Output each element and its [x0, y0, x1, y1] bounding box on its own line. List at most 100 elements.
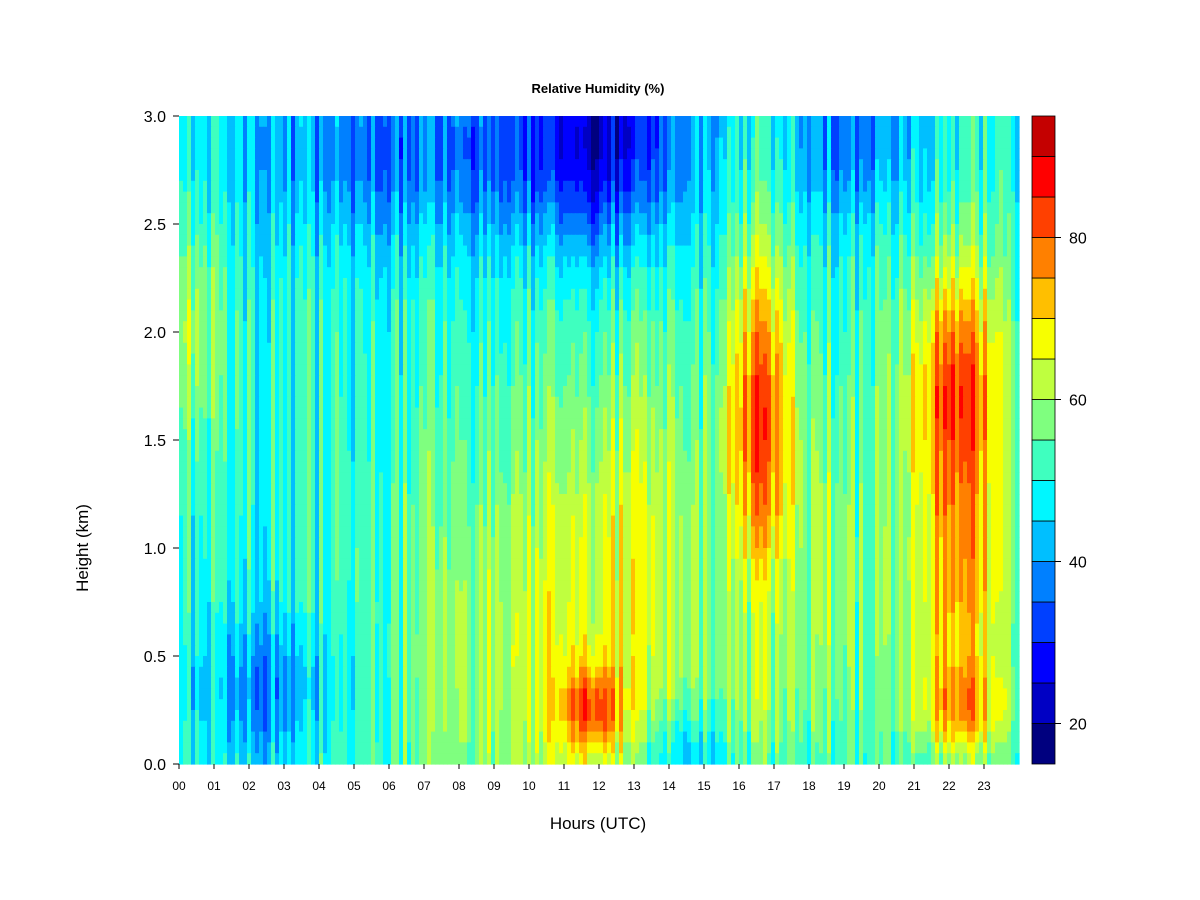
heatmap-cell: [475, 288, 480, 301]
heatmap-cell: [767, 321, 772, 333]
heatmap-cell: [319, 191, 324, 203]
heatmap-cell: [943, 288, 948, 301]
heatmap-cell: [947, 170, 952, 182]
heatmap-cell: [843, 342, 848, 355]
heatmap-cell: [839, 278, 844, 290]
heatmap-cell: [647, 116, 652, 128]
heatmap-cell: [211, 267, 216, 279]
heatmap-cell: [211, 191, 216, 203]
heatmap-cell: [999, 148, 1004, 160]
heatmap-cell: [651, 310, 656, 322]
heatmap-cell: [775, 288, 780, 301]
heatmap-cell: [371, 137, 376, 149]
heatmap-cell: [931, 299, 936, 311]
heatmap-cell: [307, 245, 312, 257]
heatmap-cell: [711, 342, 716, 355]
heatmap-cell: [471, 202, 476, 214]
heatmap-cell: [363, 278, 368, 290]
heatmap-cell: [499, 137, 504, 149]
heatmap-cell: [291, 159, 296, 171]
heatmap-cell: [627, 137, 632, 149]
heatmap-cell: [315, 116, 320, 128]
heatmap-cell: [663, 191, 668, 203]
heatmap-cell: [719, 267, 724, 279]
heatmap-cell: [695, 310, 700, 322]
heatmap-cell: [279, 180, 284, 193]
heatmap-cell: [847, 191, 852, 203]
heatmap-cell: [255, 116, 260, 128]
heatmap-cell: [539, 159, 544, 171]
heatmap-cell: [407, 310, 412, 322]
heatmap-cell: [603, 180, 608, 193]
heatmap-cell: [251, 364, 256, 376]
heatmap-cell: [431, 364, 436, 376]
heatmap-cell: [727, 137, 732, 149]
heatmap-cell: [679, 256, 684, 268]
heatmap-cell: [211, 288, 216, 301]
heatmap-cell: [587, 332, 592, 344]
heatmap-cell: [643, 364, 648, 376]
heatmap-cell: [751, 288, 756, 301]
heatmap-cell: [727, 213, 732, 225]
heatmap-cell: [323, 234, 328, 247]
heatmap-cell: [427, 180, 432, 193]
heatmap-cell: [971, 278, 976, 290]
heatmap-cell: [851, 332, 856, 344]
heatmap-cell: [307, 332, 312, 344]
heatmap-cell: [703, 159, 708, 171]
heatmap-cell: [847, 159, 852, 171]
heatmap-cell: [275, 116, 280, 128]
heatmap-cell: [455, 202, 460, 214]
heatmap-cell: [231, 224, 236, 236]
heatmap-cell: [415, 245, 420, 257]
heatmap-cell: [295, 116, 300, 128]
heatmap-cell: [727, 224, 732, 236]
heatmap-cell: [399, 148, 404, 160]
heatmap-cell: [767, 278, 772, 290]
heatmap-cell: [183, 353, 188, 365]
heatmap-cell: [183, 364, 188, 376]
heatmap-cell: [511, 245, 516, 257]
heatmap-cell: [591, 332, 596, 344]
heatmap-cell: [959, 310, 964, 322]
heatmap-cell: [183, 180, 188, 193]
heatmap-cell: [755, 234, 760, 247]
heatmap-cell: [675, 159, 680, 171]
heatmap-cell: [355, 256, 360, 268]
heatmap-cell: [523, 299, 528, 311]
heatmap-cell: [539, 116, 544, 128]
heatmap-cell: [759, 364, 764, 376]
heatmap-cell: [503, 267, 508, 279]
heatmap-cell: [951, 159, 956, 171]
heatmap-cell: [967, 245, 972, 257]
heatmap-cell: [495, 170, 500, 182]
heatmap-cell: [643, 224, 648, 236]
heatmap-cell: [319, 224, 324, 236]
heatmap-cell: [371, 159, 376, 171]
heatmap-cell: [503, 321, 508, 333]
heatmap-cell: [471, 170, 476, 182]
heatmap-cell: [975, 202, 980, 214]
heatmap-cell: [763, 364, 768, 376]
heatmap-cell: [295, 310, 300, 322]
heatmap-cell: [995, 342, 1000, 355]
heatmap-cell: [595, 288, 600, 301]
heatmap-cell: [775, 191, 780, 203]
heatmap-cell: [315, 213, 320, 225]
heatmap-cell: [531, 310, 536, 322]
heatmap-cell: [571, 116, 576, 128]
heatmap-cell: [215, 321, 220, 333]
heatmap-cell: [227, 364, 232, 376]
heatmap-cell: [983, 116, 988, 128]
heatmap-cell: [795, 267, 800, 279]
heatmap-cell: [871, 159, 876, 171]
heatmap-cell: [495, 245, 500, 257]
heatmap-cell: [947, 245, 952, 257]
heatmap-cell: [683, 213, 688, 225]
heatmap-cell: [715, 148, 720, 160]
heatmap-cell: [695, 202, 700, 214]
heatmap-cell: [251, 170, 256, 182]
heatmap-cell: [599, 202, 604, 214]
heatmap-cell: [991, 180, 996, 193]
heatmap-cell: [199, 224, 204, 236]
